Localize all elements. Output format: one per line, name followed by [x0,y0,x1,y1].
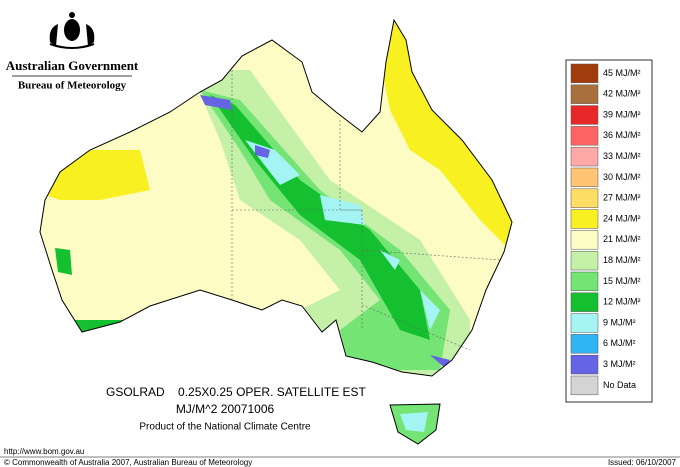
legend-swatch [570,167,599,188]
legend-label: 3 MJ/M² [603,359,636,369]
legend-label: 21 MJ/M² [603,234,641,244]
legend-swatch [570,313,599,333]
legend-label: 18 MJ/M² [603,255,641,265]
footer-url: http://www.bom.gov.au [4,447,84,456]
legend-swatch [570,146,599,167]
legend-swatch [570,250,599,271]
legend-swatch [570,230,599,250]
bureau-name: Bureau of Meteorology [18,80,127,92]
caption-line: Product of the National Climate Centre [139,422,311,433]
legend-label: 15 MJ/M² [603,276,641,286]
tasmania-low [400,412,428,432]
legend-label: 36 MJ/M² [603,130,641,140]
legend-swatch [570,354,599,375]
state-borders [231,70,501,351]
legend-swatch [570,188,599,208]
legend-label: 33 MJ/M² [603,151,641,161]
caption-line: MJ/M^2 20071006 [176,402,275,416]
legend-swatch [570,292,599,312]
legend-label: 12 MJ/M² [603,297,641,307]
legend-label: 24 MJ/M² [603,213,641,223]
legend-swatch [570,105,599,125]
legend-swatch [570,375,599,396]
legend-label: 30 MJ/M² [603,172,641,182]
legend-label: 39 MJ/M² [603,109,641,119]
legend-swatch [570,209,599,229]
legend-label: 42 MJ/M² [603,89,641,99]
legend-label: 9 MJ/M² [603,317,636,327]
legend: 45 MJ/M² 42 MJ/M² 39 MJ/M² 36 MJ/M² 33 MJ/M²… [570,63,641,396]
legend-swatch [570,63,599,84]
legend-label: 27 MJ/M² [603,193,641,203]
legend-label: No Data [603,380,636,390]
legend-swatch [570,271,599,292]
caption-line: GSOLRAD 0.25X0.25 OPER. SATELLITE EST [106,385,367,399]
legend-swatch [570,84,599,104]
legend-label: 6 MJ/M² [603,338,636,348]
coastline [39,18,513,377]
legend-label: 45 MJ/M² [603,68,641,78]
footer-copyright: © Commonwealth of Australia 2007, Austra… [4,458,252,467]
legend-swatch [570,334,599,354]
footer-issued: Issued: 06/10/2007 [608,458,677,467]
government-name: Australian Government [6,58,139,73]
legend-swatch [570,126,599,146]
coat-of-arms [49,12,95,49]
